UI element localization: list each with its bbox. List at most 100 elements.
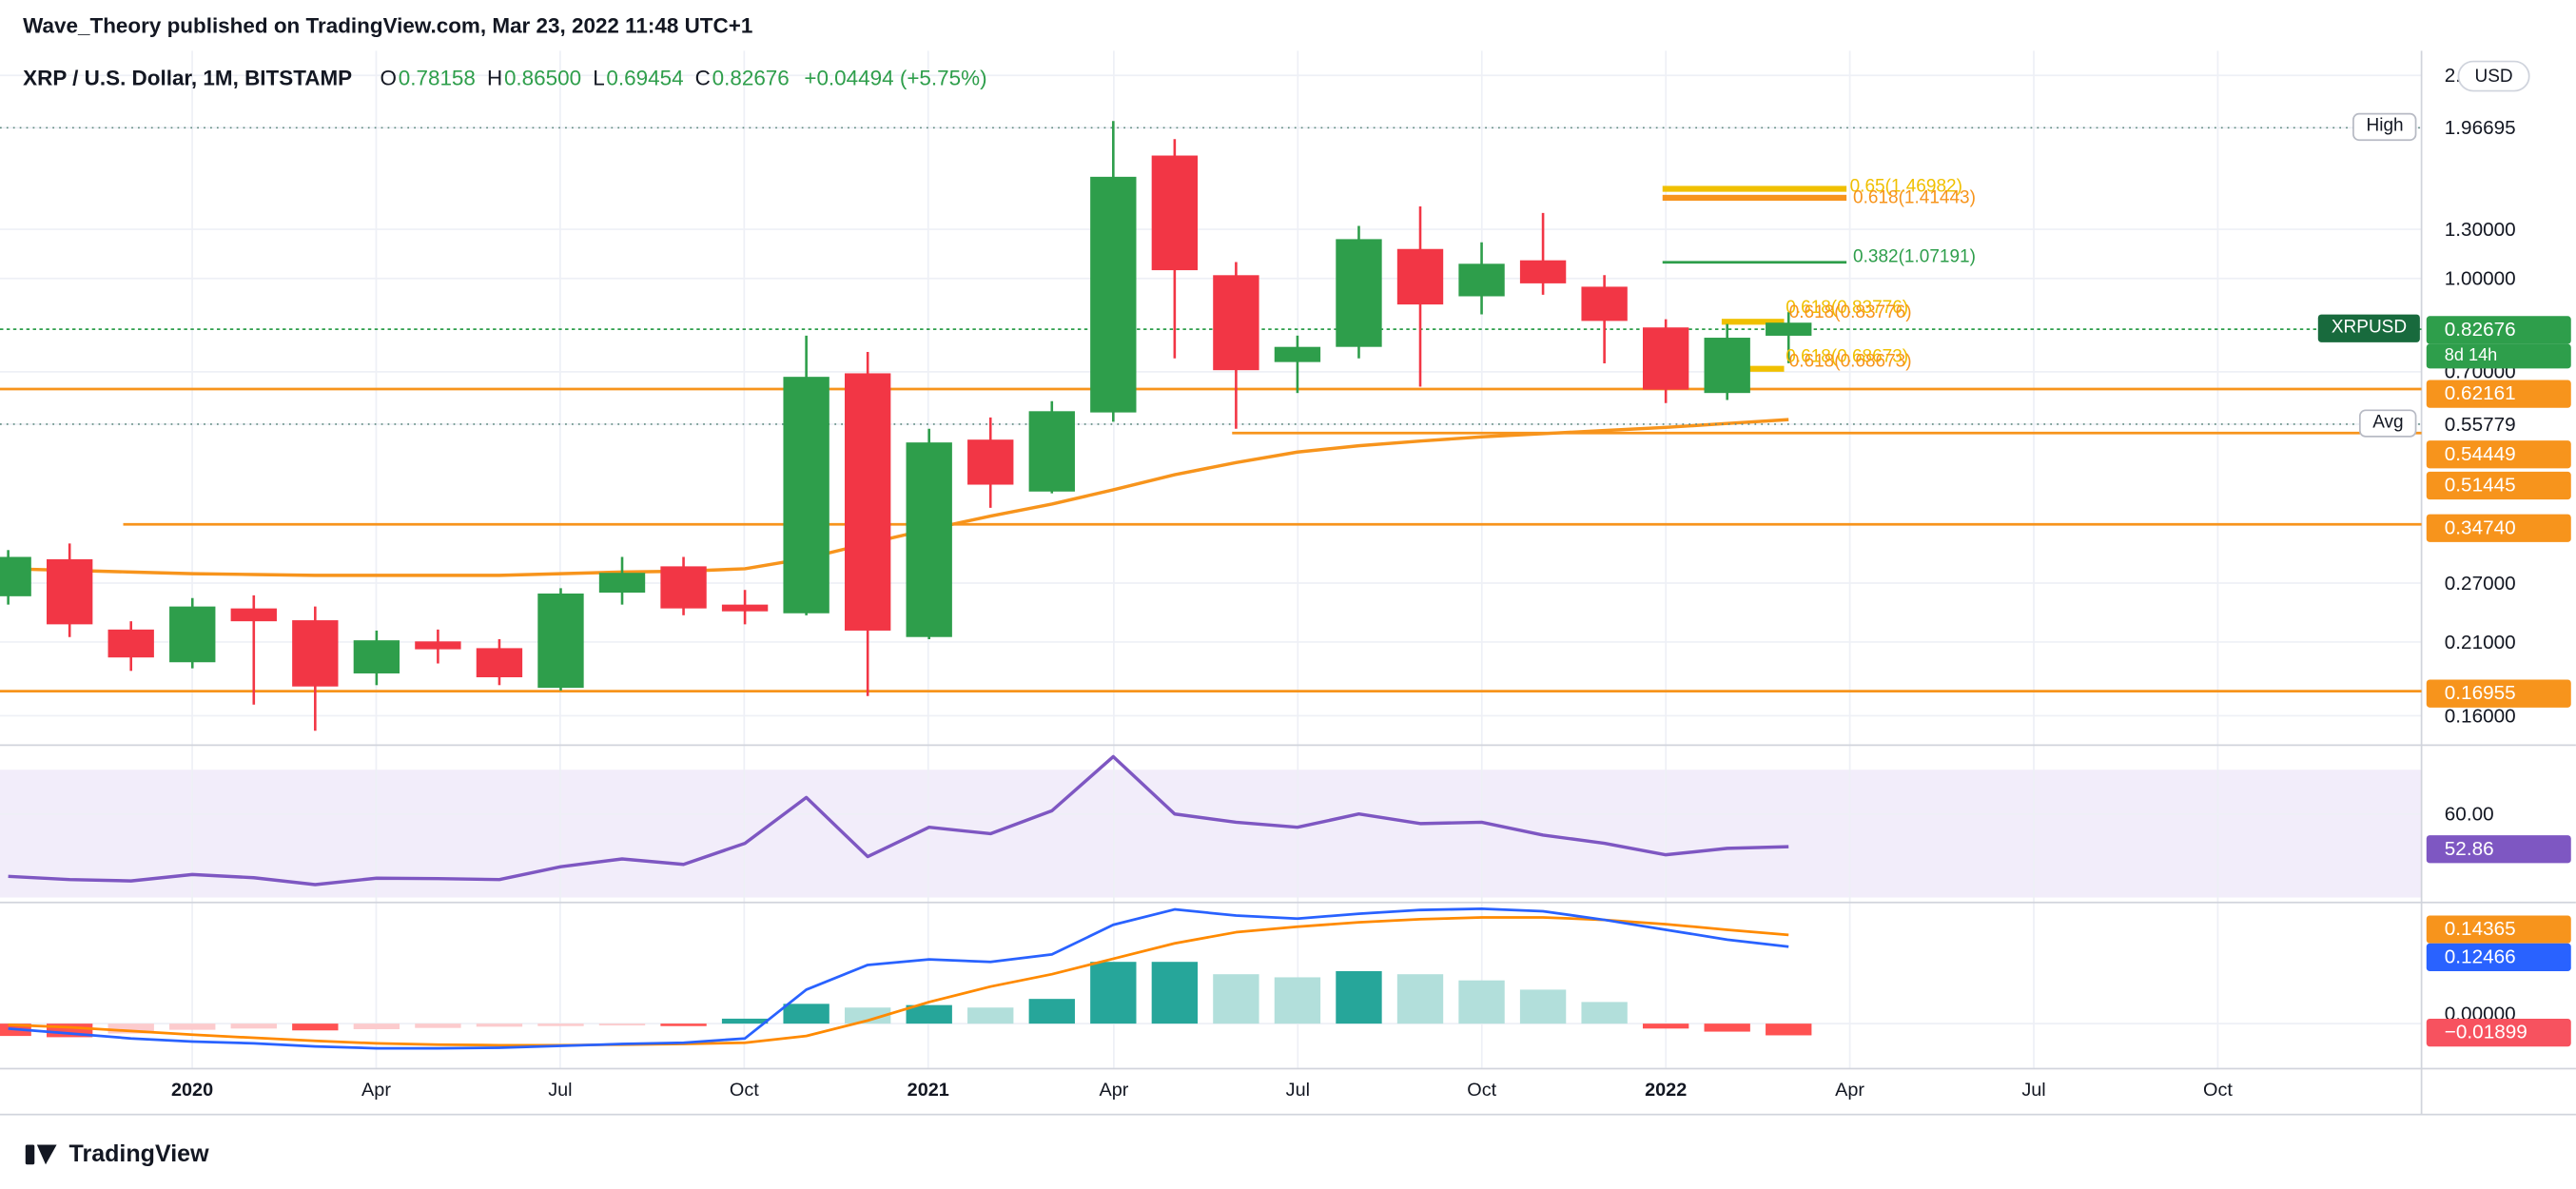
macd-histogram-bar	[1396, 974, 1444, 1024]
candle-body	[1396, 248, 1444, 305]
macd-histogram-bar	[1151, 962, 1199, 1024]
macd-histogram-bar	[537, 1023, 584, 1026]
time-axis[interactable]: 2020 Apr Jul Oct 2021 Apr Jul Oct 2022 Apr Jul Oct	[0, 1067, 2576, 1116]
low-value: 0.69454	[606, 65, 684, 90]
macd-histogram-bar	[230, 1023, 277, 1029]
candle-body	[292, 620, 339, 687]
price-axis-label: 0.21000	[2444, 630, 2516, 653]
price-axis-badge: 0.12466	[2426, 942, 2571, 971]
fib-level-label: 0.382(1.07191)	[1853, 246, 1976, 266]
macd-histogram-bar	[1213, 974, 1259, 1024]
time-axis-label: Jul	[548, 1081, 573, 1101]
candle-body	[1028, 411, 1075, 492]
candle-body	[537, 593, 584, 689]
price-axis-label: 1.30000	[2444, 217, 2516, 242]
macd-histogram-bar	[169, 1023, 216, 1030]
candle-body	[967, 439, 1014, 485]
macd-histogram-bar	[476, 1023, 523, 1027]
candle-body	[906, 442, 952, 637]
candle-body	[415, 641, 461, 650]
time-axis-label: Jul	[1285, 1081, 1311, 1101]
price-axis-badge: 0.82676	[2426, 315, 2571, 343]
macd-histogram-bar	[1519, 989, 1567, 1024]
macd-histogram-bar	[107, 1023, 154, 1034]
high-label: H	[487, 65, 503, 90]
rsi-line	[8, 754, 1789, 887]
time-axis-label: Apr	[1099, 1081, 1129, 1101]
price-axis-label: 0.55779	[2444, 412, 2516, 436]
macd-histogram-bar	[1458, 980, 1505, 1024]
candle-body	[1151, 155, 1199, 271]
macd-histogram-bar	[1274, 977, 1321, 1024]
candle-body	[1766, 322, 1812, 336]
price-axis-badge: 0.51445	[2426, 471, 2571, 499]
fib-level-line	[1721, 319, 1785, 325]
candle-body	[1581, 286, 1628, 322]
candle-body	[1336, 239, 1382, 347]
tradingview-logo-icon	[25, 1144, 57, 1165]
close-value: 0.82676	[712, 65, 790, 90]
candle-body	[0, 556, 31, 596]
candle-body	[46, 558, 93, 625]
high-pill: High	[2352, 112, 2417, 142]
macd-histogram-bar	[1766, 1023, 1812, 1036]
macd-histogram-bar	[353, 1023, 400, 1029]
low-label: L	[593, 65, 605, 90]
fib-level-label: 0.618(0.68673)	[1788, 351, 1912, 371]
time-axis-label: Apr	[1835, 1081, 1865, 1101]
candle-body	[1458, 263, 1505, 297]
candle-body	[476, 648, 523, 678]
change-value: +0.04494 (+5.75%)	[804, 65, 987, 90]
macd-histogram-bar	[1028, 999, 1075, 1024]
time-axis-label: Oct	[2203, 1081, 2233, 1101]
price-axis-badge: 0.14365	[2426, 914, 2571, 943]
macd-histogram-bar	[721, 1018, 769, 1024]
fib-level-label: 0.618(1.41443)	[1853, 187, 1976, 207]
close-label: C	[694, 65, 711, 90]
candle-body	[1213, 275, 1259, 371]
macd-histogram-bar	[967, 1007, 1014, 1024]
macd-histogram-bar	[1336, 970, 1382, 1024]
price-axis-label: 1.96695	[2444, 116, 2516, 140]
price-axis-badge: 0.54449	[2426, 439, 2571, 468]
fib-level-line	[1721, 365, 1785, 372]
fib-level-label: 0.618(0.83776)	[1786, 297, 1909, 318]
macd-line	[8, 907, 1789, 1050]
time-axis-label: 2020	[170, 1081, 214, 1101]
time-axis-label: Oct	[1467, 1081, 1497, 1101]
candle-body	[1274, 346, 1321, 362]
macd-histogram-bar	[1090, 962, 1137, 1024]
open-label: O	[380, 65, 398, 90]
footer: TradingView	[23, 1137, 209, 1173]
macd-histogram-bar	[1581, 1002, 1628, 1024]
candle-body	[844, 373, 891, 631]
attribution-bar: Wave_Theory published on TradingView.com…	[0, 0, 2576, 49]
price-axis-badge: 0.34740	[2426, 513, 2571, 542]
macd-histogram-bar	[598, 1023, 646, 1026]
symbol-title: XRP / U.S. Dollar, 1M, BITSTAMP	[23, 65, 353, 90]
candle-body	[169, 606, 216, 663]
fib-level-label: 0.618(0.68673)	[1786, 346, 1909, 366]
candle-body	[230, 608, 277, 622]
macd-histogram-bar	[1704, 1023, 1750, 1032]
time-axis-label: Jul	[2021, 1081, 2046, 1101]
currency-toggle-button[interactable]: USD	[2457, 60, 2530, 92]
candle-body	[107, 629, 154, 658]
candle-body	[721, 604, 769, 612]
symbol-legend: XRP / U.S. Dollar, 1M, BITSTAMP O 0.78158…	[23, 66, 986, 90]
avg-pill: Avg	[2359, 409, 2417, 438]
rsi-band	[0, 770, 2422, 898]
tradingview-logo-text: TradingView	[68, 1141, 209, 1168]
macd-histogram-bar	[660, 1023, 707, 1026]
high-value: 0.86500	[503, 65, 582, 90]
fib-level-line	[1662, 185, 1847, 192]
macd-histogram-bar	[1642, 1023, 1689, 1029]
price-axis-label: 0.16000	[2444, 704, 2516, 728]
symbol-price-badge: XRPUSD	[2318, 314, 2420, 342]
fib-level-label: 0.618(0.83776)	[1788, 302, 1912, 322]
macd-histogram-bar	[906, 1004, 952, 1024]
